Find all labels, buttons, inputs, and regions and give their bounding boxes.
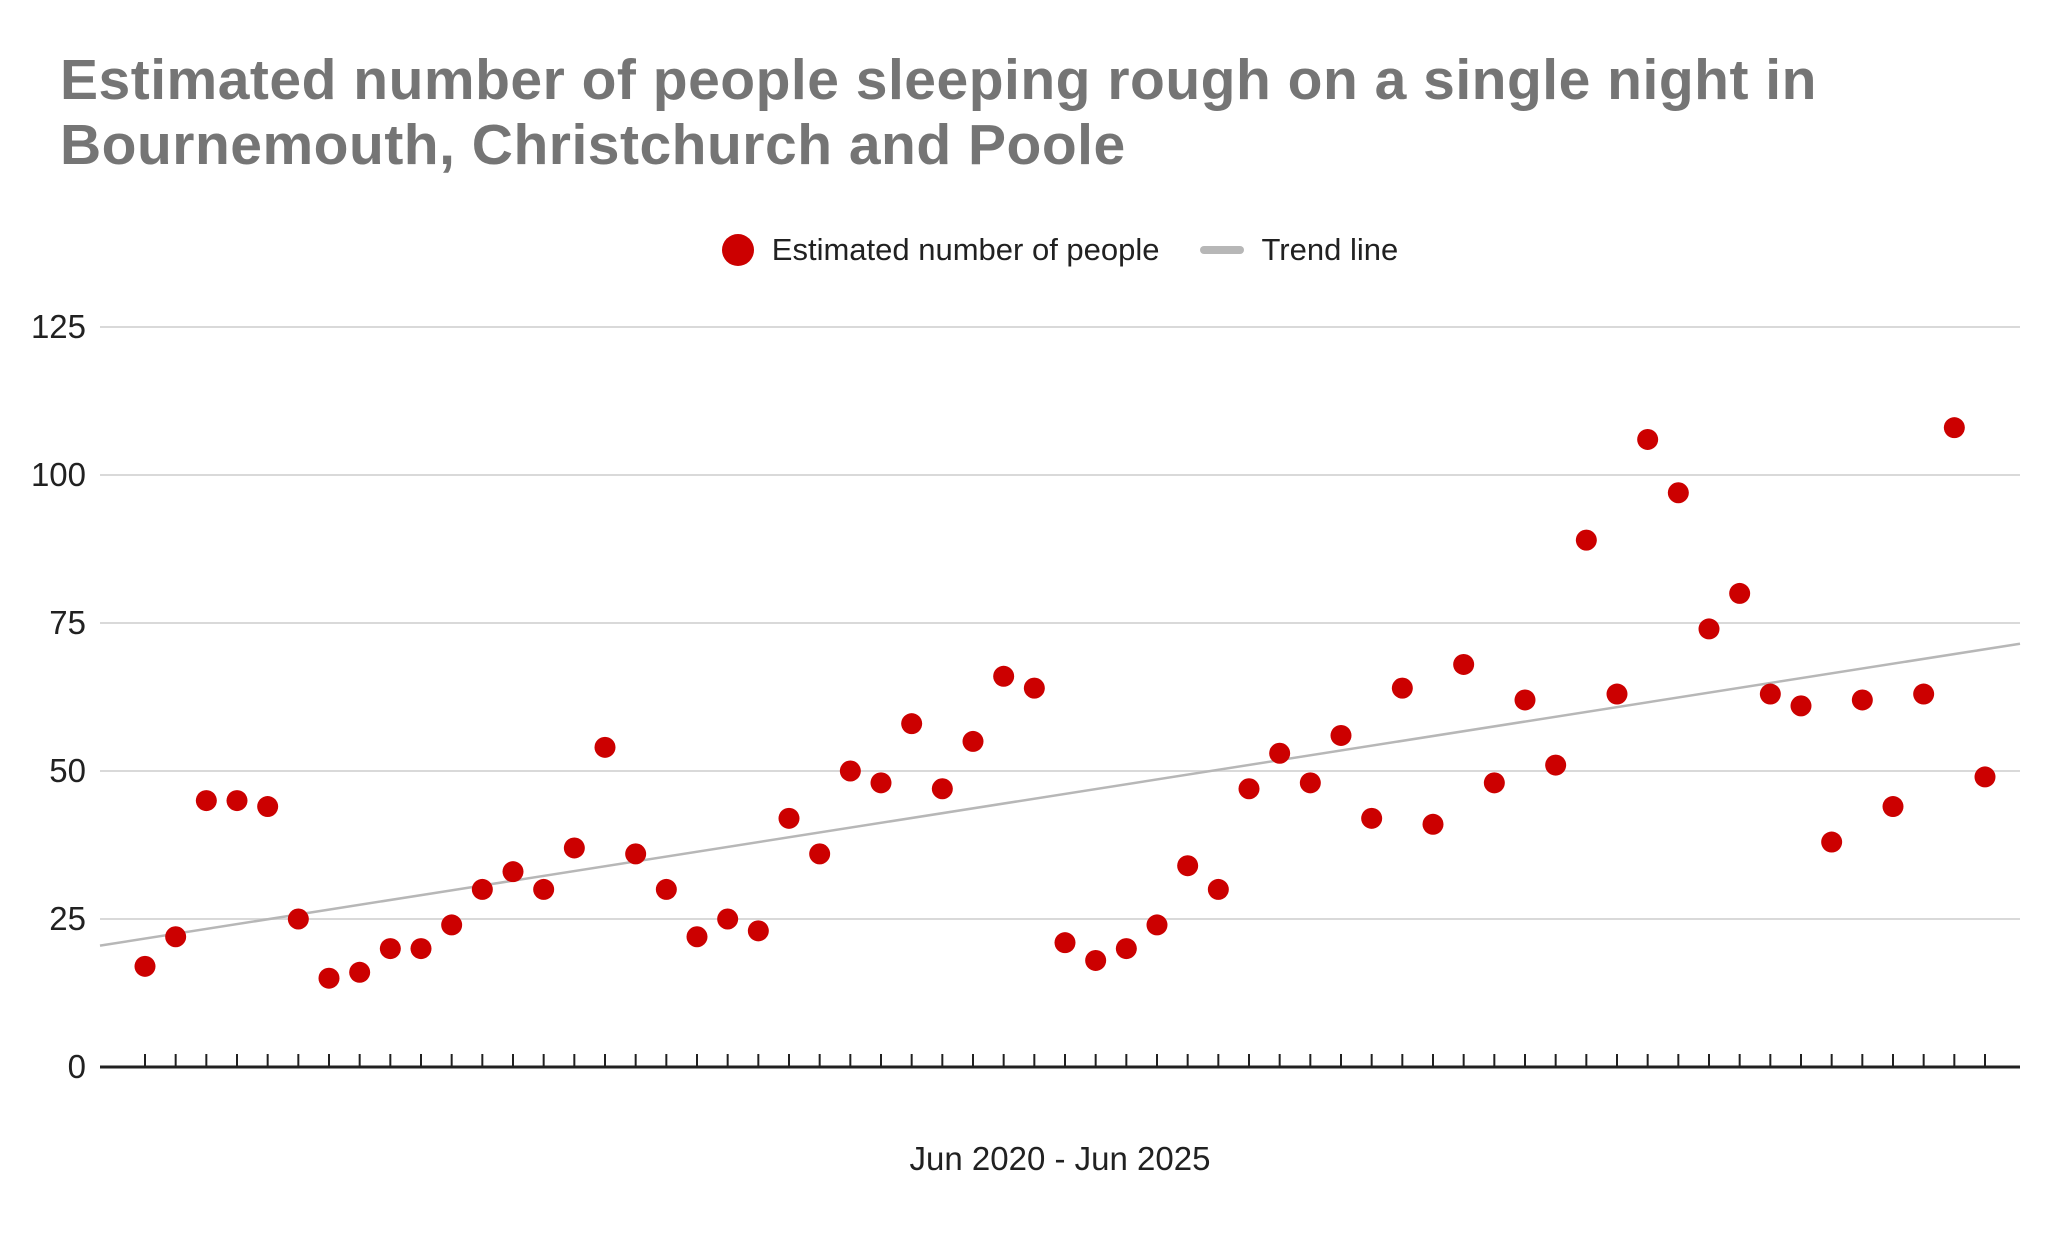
y-axis-tick-label: 75 [49,604,86,641]
data-point [1514,689,1536,711]
y-axis-tick-label: 0 [68,1048,86,1085]
data-point [778,807,800,829]
data-point [1545,754,1567,776]
data-point [625,843,647,865]
legend: Estimated number of people Trend line [100,222,2020,278]
legend-item-trend: Trend line [1199,232,1399,268]
data-point [379,938,401,960]
data-point [1361,807,1383,829]
data-point [839,760,861,782]
y-axis-tick-label: 50 [49,752,86,789]
data-point [134,955,156,977]
data-point [1821,831,1843,853]
data-point [1913,683,1935,705]
data-point [441,914,463,936]
data-point [594,736,616,758]
data-point [1391,677,1413,699]
chart-title: Estimated number of people sleeping roug… [60,48,1817,178]
data-point [1085,949,1107,971]
data-point [1790,695,1812,717]
data-point [1054,932,1076,954]
data-point [471,878,493,900]
data-point [318,967,340,989]
trend-dash-icon [1199,246,1244,254]
data-point [931,778,953,800]
data-point [1759,683,1781,705]
x-axis-title: Jun 2020 - Jun 2025 [909,1140,1211,1177]
data-point [1729,582,1751,604]
data-point [1146,914,1168,936]
data-point [993,665,1015,687]
data-point [1606,683,1628,705]
data-point [195,790,217,812]
data-point [870,772,892,794]
data-point [1974,766,1996,788]
legend-item-points: Estimated number of people [721,232,1160,268]
data-point [901,713,923,735]
data-point [717,908,739,930]
data-point [165,926,187,948]
chart-title-line2: Bournemouth, Christchurch and Poole [60,113,1126,177]
data-point [1238,778,1260,800]
series-dot-icon [721,234,754,266]
data-point [1177,855,1199,877]
data-point [563,837,585,859]
data-point [1453,653,1475,675]
data-point [1023,677,1045,699]
data-point [1575,529,1597,551]
data-point [1637,428,1659,450]
data-point [1330,724,1352,746]
y-axis-tick-label: 125 [31,308,86,345]
legend-label-trend: Trend line [1261,232,1399,267]
data-point [502,861,524,883]
y-axis-tick-label: 100 [31,456,86,493]
data-point [226,790,248,812]
data-point [809,843,831,865]
data-point [1299,772,1321,794]
legend-label-points: Estimated number of people [771,232,1160,267]
y-axis-tick-label: 25 [49,900,86,937]
data-point [1207,878,1229,900]
data-point [1422,813,1444,835]
data-point [1943,417,1965,439]
chart-title-line1: Estimated number of people sleeping roug… [60,48,1817,112]
data-point [1115,938,1137,960]
data-point [686,926,708,948]
data-point [1882,796,1904,818]
data-point [1667,482,1689,504]
data-point [1269,742,1291,764]
data-point [533,878,555,900]
trend-line [99,642,2021,947]
data-point [747,920,769,942]
data-point [1698,618,1720,640]
data-point [1483,772,1505,794]
data-point [655,878,677,900]
data-point [349,961,371,983]
data-point [1851,689,1873,711]
data-point [410,938,432,960]
data-point [962,730,984,752]
data-point [257,796,279,818]
data-point [287,908,309,930]
